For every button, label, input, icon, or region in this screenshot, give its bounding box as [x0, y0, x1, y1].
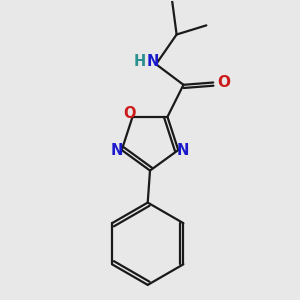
Text: H: H	[134, 54, 146, 69]
Text: N: N	[177, 142, 189, 158]
Text: N: N	[111, 142, 123, 158]
Text: N: N	[146, 54, 159, 69]
Text: O: O	[217, 75, 230, 90]
Text: O: O	[123, 106, 135, 121]
